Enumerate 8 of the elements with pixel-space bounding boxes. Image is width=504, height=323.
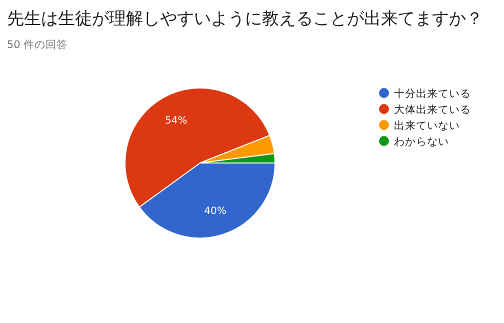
text: 50 件の回答 bbox=[7, 39, 68, 51]
data-label: 54% bbox=[165, 116, 188, 127]
legend-label: わからない bbox=[394, 136, 449, 148]
legend-label: 十分出来ている bbox=[394, 87, 471, 100]
chart-title: 先生は生徒が理解しやすいように教えることが出来てますか？ bbox=[7, 9, 483, 29]
data-label: 40% bbox=[204, 206, 226, 218]
legend-label: 大体出来ている bbox=[394, 103, 471, 116]
legend-label: 出来ていない bbox=[394, 119, 460, 132]
